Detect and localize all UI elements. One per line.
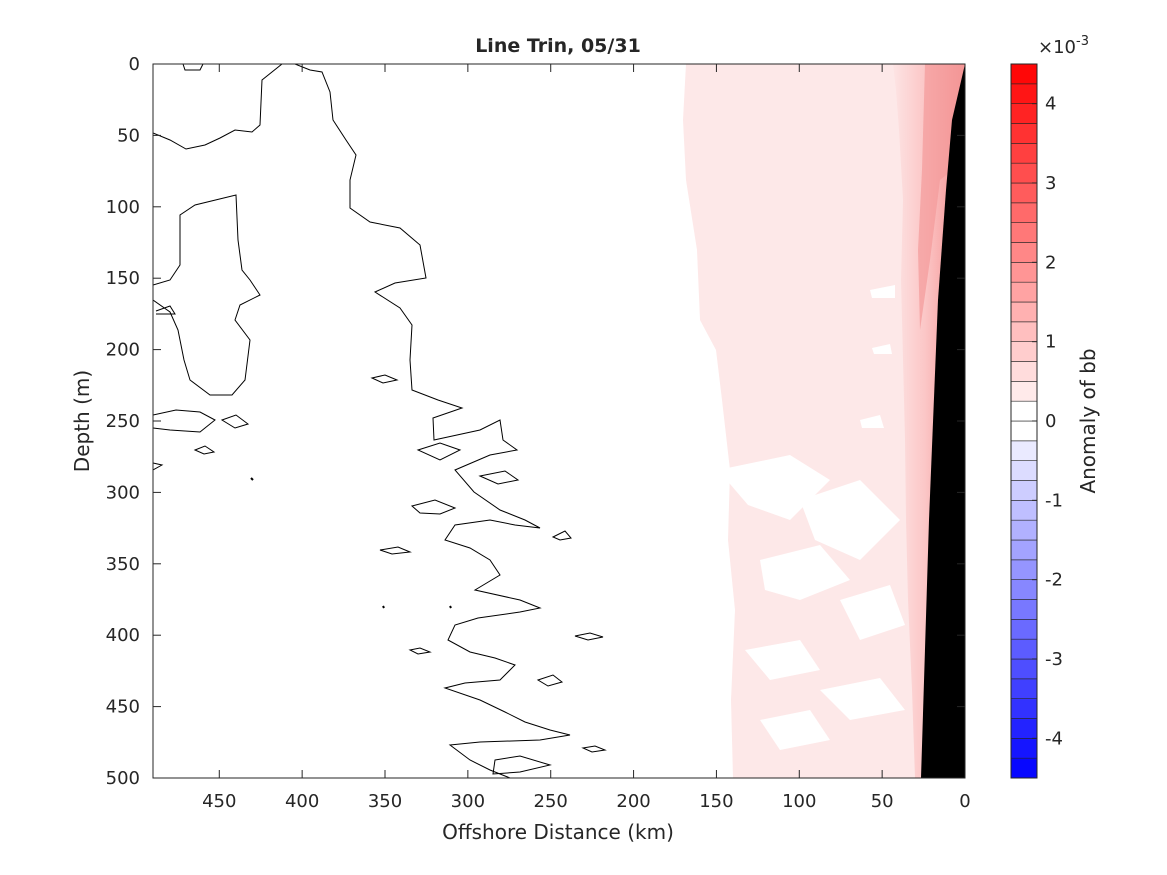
zero-contours (153, 64, 607, 778)
plot-area (153, 64, 965, 778)
x-tick-label: 200 (616, 791, 650, 812)
colorbar-level (1010, 420, 1038, 442)
colorbar-level (1010, 321, 1038, 342)
colorbar-level (1010, 658, 1038, 680)
colorbar-label: Anomaly of bb (1076, 348, 1100, 493)
y-tick-label: 300 (106, 482, 140, 503)
y-tick-label: 150 (106, 268, 140, 289)
chart-title: Line Trin, 05/31 (475, 35, 641, 57)
colorbar-level (1010, 480, 1038, 501)
x-tick-label: 300 (451, 791, 485, 812)
colorbar-tick-label: 0 (1045, 411, 1056, 432)
colorbar-level (1010, 301, 1038, 323)
colorbar-level (1010, 262, 1038, 283)
colorbar-level (1010, 500, 1038, 521)
colorbar-tick-label: -3 (1045, 649, 1063, 670)
colorbar-level (1010, 559, 1038, 580)
colorbar-tick-label: 2 (1045, 252, 1056, 273)
colorbar (1010, 63, 1038, 779)
colorbar-level (1010, 599, 1038, 620)
colorbar-level (1010, 698, 1038, 719)
colorbar-level (1010, 103, 1038, 124)
x-tick-label: 150 (699, 791, 733, 812)
colorbar-level (1010, 202, 1038, 223)
x-tick-label: 450 (202, 791, 236, 812)
x-axis-ticks: 450 400 350 300 250 200 150 100 50 0 (202, 64, 971, 812)
colorbar-level (1010, 579, 1038, 600)
y-tick-label: 450 (106, 697, 140, 718)
y-tick-label: 200 (106, 340, 140, 361)
x-tick-label: 50 (871, 791, 894, 812)
colorbar-level (1010, 718, 1038, 739)
colorbar-tick-label: 4 (1045, 94, 1056, 115)
colorbar-tick-label: 3 (1045, 173, 1056, 194)
y-tick-label: 0 (129, 54, 140, 75)
y-tick-label: 100 (106, 197, 140, 218)
colorbar-tick-label: 1 (1045, 332, 1056, 353)
colorbar-level (1010, 678, 1038, 699)
colorbar-level (1010, 83, 1038, 104)
colorbar-exponent: ×10-3 (1038, 34, 1089, 58)
y-tick-label: 250 (106, 411, 140, 432)
colorbar-exponent-power: -3 (1076, 34, 1089, 49)
y-tick-label: 400 (106, 625, 140, 646)
colorbar-level (1010, 638, 1038, 660)
colorbar-level (1010, 361, 1038, 382)
bottom-topography (921, 64, 965, 778)
colorbar-tick-label: -4 (1045, 728, 1063, 749)
colorbar-level (1010, 281, 1038, 303)
x-tick-label: 350 (368, 791, 402, 812)
x-axis-label: Offshore Distance (km) (442, 820, 674, 844)
colorbar-level (1010, 440, 1038, 461)
colorbar-ticks: 4 3 2 1 0 -1 -2 -3 -4 (1032, 94, 1063, 749)
colorbar-exponent-base: ×10 (1038, 37, 1076, 58)
colorbar-level (1010, 162, 1038, 184)
colorbar-level (1010, 143, 1038, 164)
colorbar-level (1010, 619, 1038, 640)
colorbar-level (1010, 400, 1038, 422)
colorbar-level (1010, 182, 1038, 204)
y-axis-ticks: 0 50 100 150 200 250 300 350 400 450 500 (106, 54, 965, 789)
colorbar-tick-label: -2 (1045, 570, 1063, 591)
y-tick-label: 350 (106, 554, 140, 575)
y-tick-label: 50 (117, 125, 140, 146)
colorbar-level (1010, 63, 1038, 85)
x-tick-label: 0 (959, 791, 970, 812)
colorbar-level (1010, 738, 1038, 759)
colorbar-level (1010, 519, 1038, 541)
y-tick-label: 500 (106, 768, 140, 789)
x-tick-label: 250 (534, 791, 568, 812)
colorbar-tick-label: -1 (1045, 490, 1063, 511)
colorbar-level (1010, 222, 1038, 243)
colorbar-level (1010, 381, 1038, 402)
x-tick-label: 100 (782, 791, 816, 812)
colorbar-level (1010, 460, 1038, 481)
colorbar-level (1010, 242, 1038, 263)
x-tick-label: 400 (285, 791, 319, 812)
colorbar-level (1010, 341, 1038, 362)
colorbar-level (1010, 123, 1038, 144)
y-axis-label: Depth (m) (70, 370, 94, 472)
colorbar-level (1010, 539, 1038, 561)
colorbar-level (1010, 757, 1038, 779)
anomaly-gaps (718, 285, 905, 750)
